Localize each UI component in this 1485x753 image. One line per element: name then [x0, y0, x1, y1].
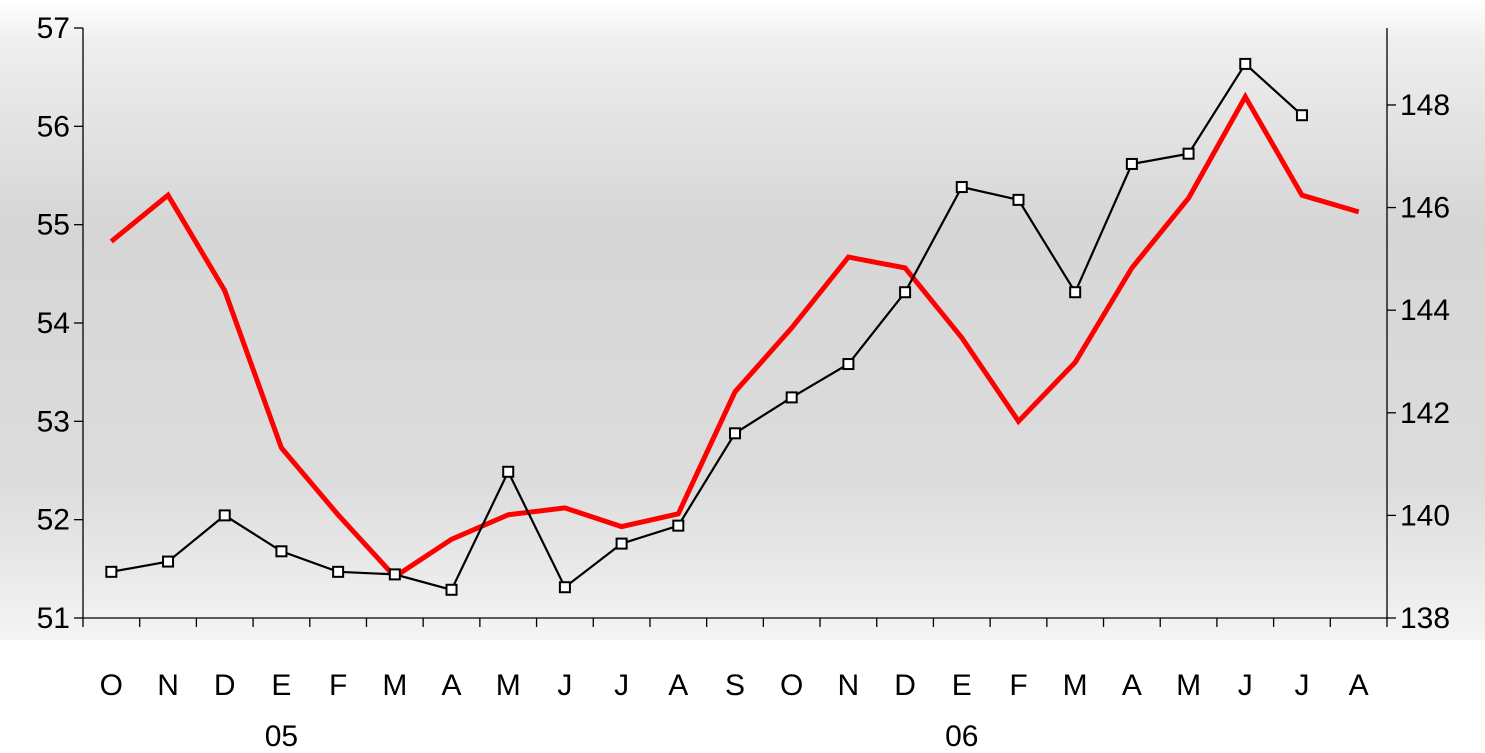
right-axis-tick-label: 144 — [1400, 294, 1450, 327]
series-2-marker — [955, 181, 968, 194]
x-axis-tick-label: A — [442, 669, 462, 702]
x-axis-tick-label: E — [271, 669, 291, 702]
right-axis-tick-label: 142 — [1400, 397, 1450, 430]
x-axis-tick-label: M — [496, 669, 521, 702]
series-1-line — [109, 91, 1360, 580]
x-axis-tick-label: J — [1238, 669, 1253, 702]
series-2-marker — [899, 286, 912, 299]
x-axis-tick-label: O — [100, 669, 123, 702]
left-axis-tick-label: 51 — [37, 602, 70, 635]
x-axis-tick-label: E — [952, 669, 972, 702]
x-axis-tick-label: O — [780, 669, 803, 702]
x-axis-tick-label: A — [1122, 669, 1142, 702]
left-axis-tick-label: 57 — [37, 12, 70, 45]
series-2-marker — [729, 427, 741, 440]
left-axis-tick-label: 54 — [37, 307, 70, 340]
x-axis-tick-label: N — [157, 669, 179, 702]
x-axis-tick-label: M — [382, 669, 407, 702]
series-2-marker — [558, 581, 571, 594]
series-2-marker — [332, 565, 345, 578]
x-axis-year-label: 05 — [265, 720, 298, 753]
right-axis-tick-label: 146 — [1400, 192, 1450, 225]
axis-labels: 51 52 53 54 55 56 57 138 140 142 144 146 148 O N D E F M A M… — [37, 12, 1450, 753]
plot-area — [0, 0, 1485, 640]
x-axis-tick-label: J — [1294, 669, 1309, 702]
series-2-marker — [275, 545, 288, 558]
x-axis-tick-label: D — [894, 669, 916, 702]
left-axis-tick-label: 52 — [37, 504, 70, 537]
series-2-marker — [1239, 57, 1252, 70]
series-2-marker — [502, 465, 515, 478]
plot-background — [0, 0, 1485, 640]
series-2-marker — [218, 509, 231, 522]
x-axis-tick-label: J — [557, 669, 572, 702]
x-axis-tick-label: M — [1176, 669, 1201, 702]
series-2-marker — [842, 358, 855, 371]
x-axis-tick-label: A — [1349, 669, 1369, 702]
series-2-marker — [785, 391, 798, 404]
series-2-marker — [615, 537, 628, 550]
x-axis-tick-label: A — [668, 669, 688, 702]
x-axis-tick-label: M — [1063, 669, 1088, 702]
series-layer — [105, 57, 1360, 596]
x-axis-tick-label: J — [614, 669, 629, 702]
series-2-marker — [1182, 147, 1195, 160]
series-2-marker — [388, 568, 401, 581]
series-2-marker — [445, 583, 458, 596]
left-axis-tick-label: 53 — [37, 405, 70, 438]
series-2-line — [111, 62, 1303, 592]
axes — [74, 27, 1396, 627]
series-2-marker — [105, 565, 118, 578]
left-axis-tick-label: 55 — [37, 209, 70, 242]
right-axis-tick-label: 138 — [1400, 602, 1450, 635]
x-axis-year-label: 06 — [945, 720, 978, 753]
left-axis-tick-label: 56 — [37, 110, 70, 143]
right-axis-tick-label: 148 — [1400, 89, 1450, 122]
x-axis-tick-label: N — [838, 669, 860, 702]
x-axis-tick-label: S — [725, 669, 745, 702]
right-axis-tick-label: 140 — [1400, 499, 1450, 532]
series-2-marker — [1125, 157, 1138, 170]
x-axis-tick-label: F — [329, 669, 347, 702]
series-2-marker — [672, 519, 685, 532]
x-axis-tick-label: F — [1009, 669, 1027, 702]
series-2-marker — [1069, 286, 1082, 299]
series-2-marker — [162, 555, 175, 568]
x-axis-tick-label: D — [214, 669, 236, 702]
series-2-marker — [1012, 193, 1025, 206]
series-2-marker — [1295, 109, 1308, 122]
